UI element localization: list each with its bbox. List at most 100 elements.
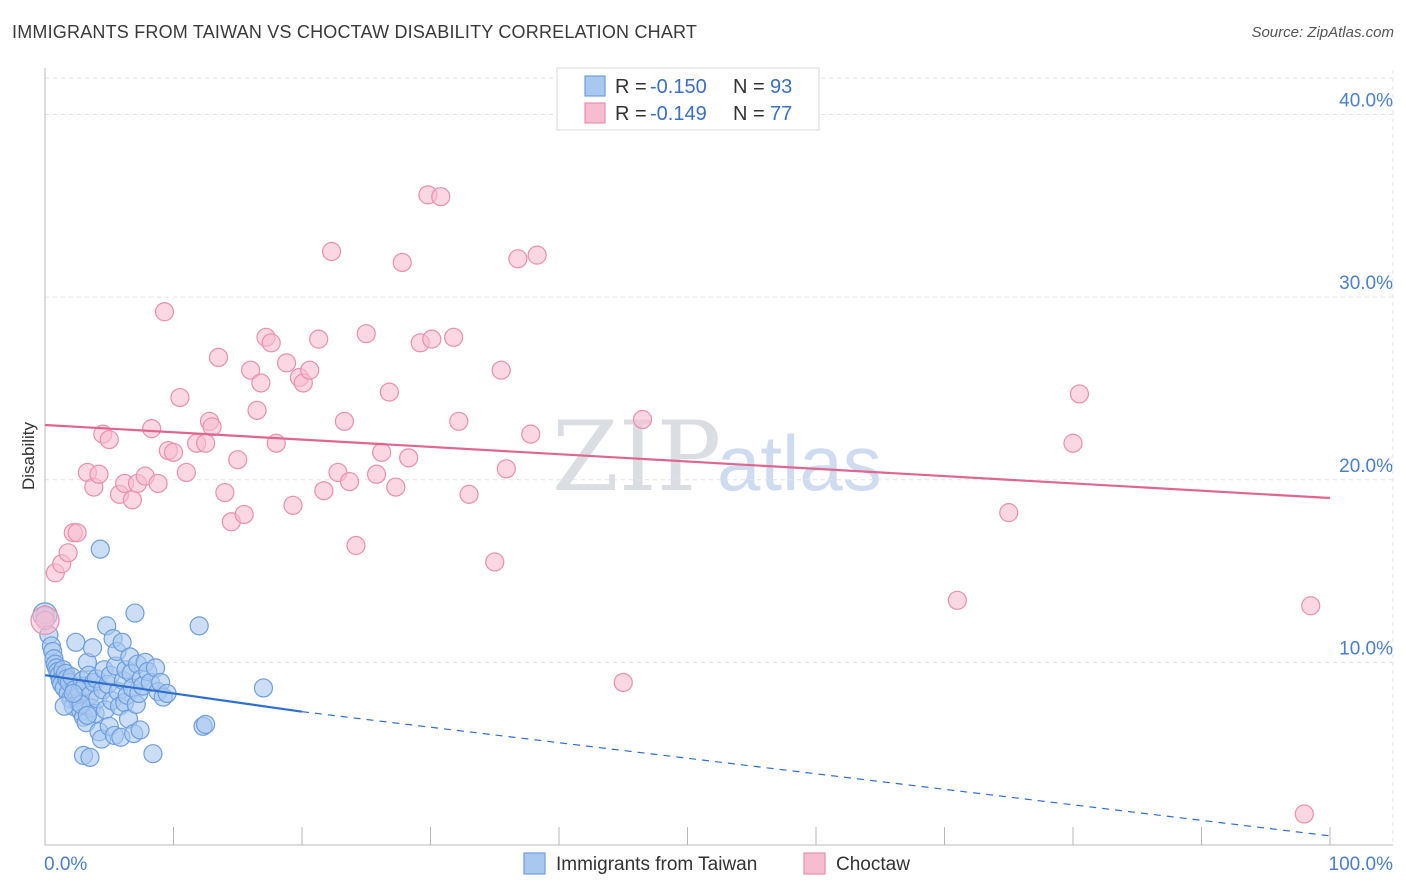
y-axis-label: Disability xyxy=(19,421,38,490)
taiwan-trend-line xyxy=(44,674,303,713)
choctaw-point xyxy=(215,482,235,503)
taiwan-points xyxy=(32,539,274,767)
choctaw-point xyxy=(339,471,360,492)
choctaw-point xyxy=(521,424,541,444)
choctaw-point xyxy=(163,442,184,462)
choctaw-point xyxy=(67,523,87,543)
choctaw-point xyxy=(276,353,297,373)
choctaw-point xyxy=(356,324,376,344)
x-tick-label-max: 100.0% xyxy=(1329,854,1394,875)
choctaw-point xyxy=(241,360,261,380)
choctaw-point xyxy=(508,249,528,269)
choctaw-trend-line xyxy=(44,423,1331,500)
taiwan-point xyxy=(253,678,274,698)
series-legend: Immigrants from Taiwan Choctaw xyxy=(523,852,910,875)
choctaw-point xyxy=(170,387,190,408)
choctaw-point xyxy=(251,373,271,393)
choctaw-point xyxy=(148,473,168,494)
choctaw-point xyxy=(459,484,479,504)
choctaw-point xyxy=(399,448,419,468)
legend-r-label: R = xyxy=(615,103,647,125)
legend-n-value-taiwan: 93 xyxy=(770,76,792,98)
taiwan-trend-extension xyxy=(301,711,1331,837)
legend-n-label: N = xyxy=(733,76,765,98)
y-tick-label: 30.0% xyxy=(1339,273,1393,294)
choctaw-point xyxy=(283,495,303,515)
choctaw-point xyxy=(491,360,511,380)
choctaw-point xyxy=(496,459,516,479)
watermark-atlas: atlas xyxy=(717,419,882,507)
choctaw-point xyxy=(1301,596,1321,616)
taiwan-point xyxy=(143,744,163,764)
taiwan-point xyxy=(90,539,110,559)
legend-swatch-choctaw xyxy=(584,102,606,124)
choctaw-point xyxy=(314,481,334,501)
bottom-legend-label-taiwan: Immigrants from Taiwan xyxy=(556,854,757,875)
choctaw-point xyxy=(247,400,267,420)
choctaw-point xyxy=(321,241,342,262)
bottom-legend-label-choctaw: Choctaw xyxy=(836,854,910,875)
choctaw-point xyxy=(89,464,109,484)
taiwan-point xyxy=(63,683,83,704)
taiwan-point xyxy=(125,603,145,623)
choctaw-point xyxy=(431,187,451,207)
y-tick-label: 10.0% xyxy=(1339,638,1393,659)
choctaw-point xyxy=(1069,384,1090,404)
choctaw-point xyxy=(449,411,469,431)
choctaw-point xyxy=(334,411,355,431)
choctaw-point xyxy=(99,429,119,450)
choctaw-point xyxy=(228,450,248,470)
choctaw-point xyxy=(58,543,78,563)
bottom-legend-swatch-choctaw xyxy=(803,852,826,875)
axes: 10.0% 20.0% 30.0% 40.0% 0.0% 100.0% xyxy=(44,68,1393,875)
trend-lines xyxy=(44,423,1331,837)
choctaw-point xyxy=(208,347,229,368)
choctaw-point xyxy=(142,419,162,439)
taiwan-point xyxy=(66,632,86,652)
taiwan-point xyxy=(196,714,216,735)
choctaw-point xyxy=(999,503,1019,523)
taiwan-point xyxy=(189,616,209,636)
taiwan-point xyxy=(80,747,100,767)
choctaw-point xyxy=(154,302,175,322)
choctaw-point xyxy=(386,477,406,497)
choctaw-point xyxy=(613,672,633,693)
choctaw-point xyxy=(1294,804,1314,824)
x-tick-label-min: 0.0% xyxy=(44,854,87,875)
legend-swatch-taiwan xyxy=(584,75,606,97)
choctaw-point xyxy=(422,329,442,349)
legend-n-value-choctaw: 77 xyxy=(770,103,792,125)
legend-r-value-taiwan: -0.150 xyxy=(650,76,707,98)
choctaw-point xyxy=(947,590,967,610)
legend-r-label: R = xyxy=(615,76,647,98)
taiwan-point xyxy=(130,720,150,740)
choctaw-point xyxy=(300,360,320,380)
choctaw-point xyxy=(1063,433,1083,453)
source-label: Source: ZipAtlas.com xyxy=(1251,24,1394,41)
choctaw-point xyxy=(309,329,329,349)
choctaw-point xyxy=(366,464,387,484)
choctaw-point xyxy=(30,605,60,635)
choctaw-point xyxy=(196,433,216,453)
taiwan-point xyxy=(77,705,98,725)
choctaw-point xyxy=(122,490,142,510)
choctaw-point xyxy=(372,442,392,462)
correlation-legend: R = -0.150 N = 93 R = -0.149 N = 77 xyxy=(556,67,820,131)
choctaw-point xyxy=(444,327,464,347)
bottom-legend-swatch-taiwan xyxy=(523,852,546,875)
choctaw-point xyxy=(632,409,653,430)
choctaw-points xyxy=(30,185,1321,824)
choctaw-point xyxy=(261,333,281,353)
y-tick-label: 20.0% xyxy=(1339,456,1393,477)
y-tick-label: 40.0% xyxy=(1339,91,1393,112)
choctaw-point xyxy=(485,552,505,572)
legend-r-value-choctaw: -0.149 xyxy=(650,103,707,125)
choctaw-point xyxy=(379,382,399,402)
legend-n-label: N = xyxy=(733,103,765,125)
taiwan-point xyxy=(82,638,103,658)
choctaw-point xyxy=(234,504,254,525)
choctaw-point xyxy=(202,417,222,437)
chart-title: IMMIGRANTS FROM TAIWAN VS CHOCTAW DISABI… xyxy=(12,22,698,42)
choctaw-point xyxy=(346,535,366,556)
